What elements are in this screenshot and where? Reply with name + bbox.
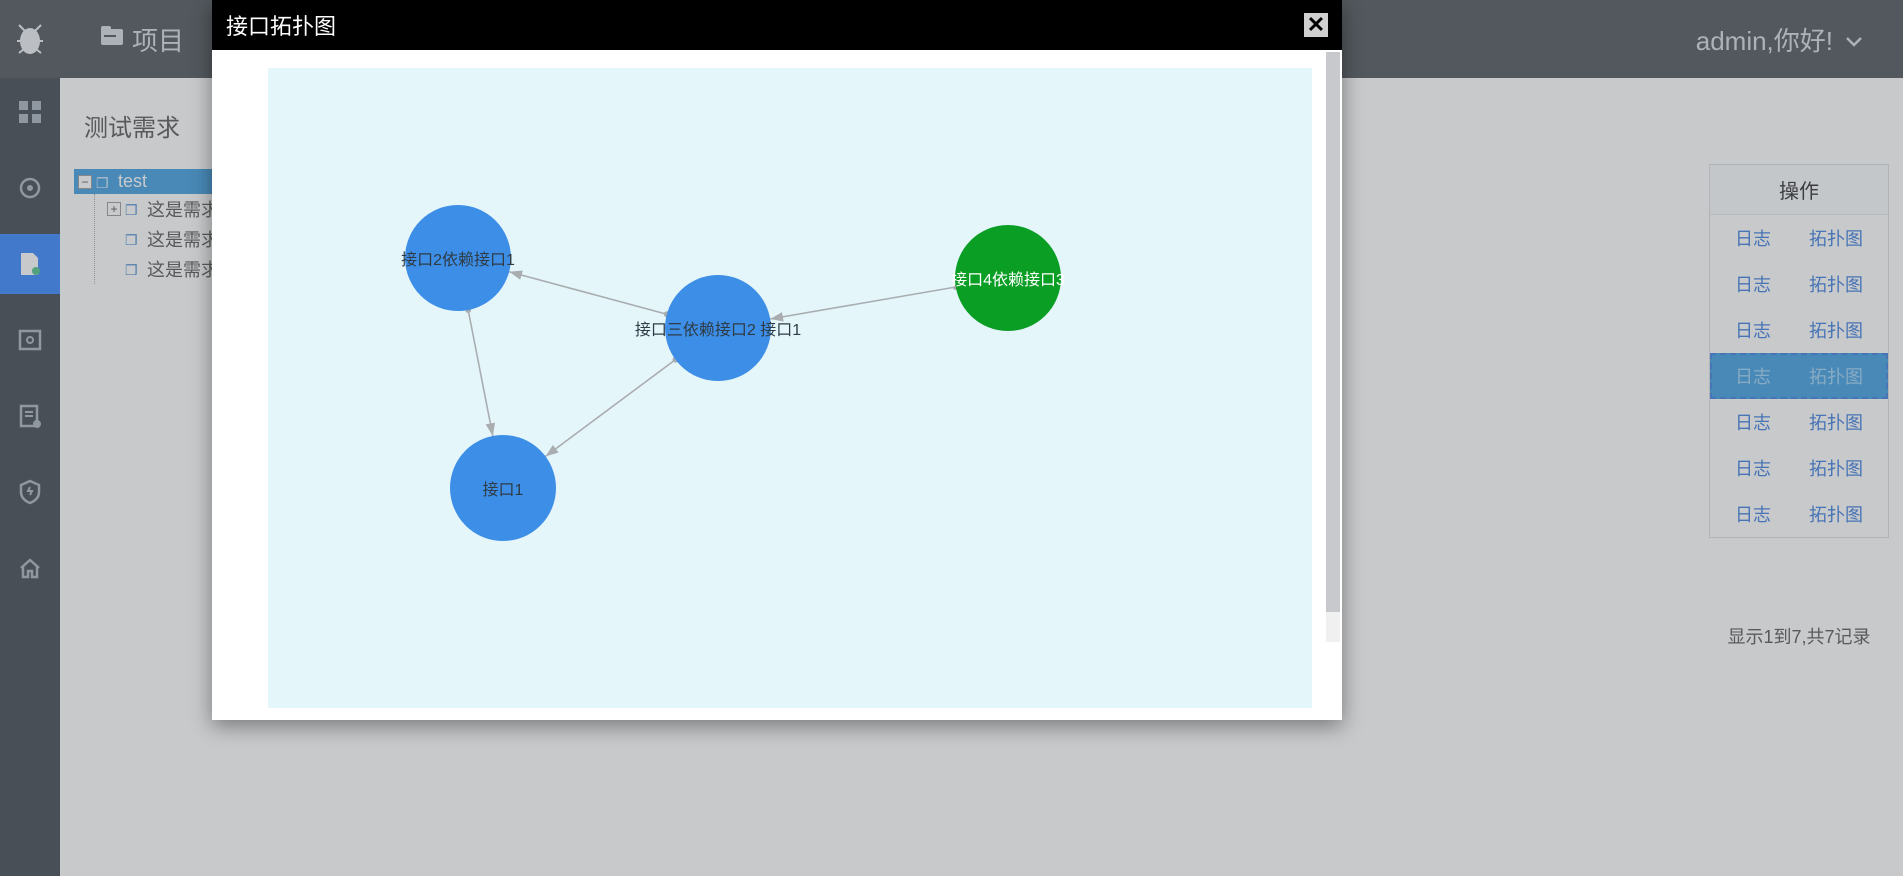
- topology-node-label: 接口4依赖接口3: [951, 266, 1065, 290]
- topology-node-label: 接口1: [483, 476, 524, 500]
- topology-node[interactable]: 接口三依赖接口2 接口1: [665, 275, 771, 381]
- topology-edge: [546, 360, 676, 457]
- topology-edge: [770, 287, 956, 319]
- modal-scrollbar-thumb[interactable]: [1326, 52, 1340, 612]
- modal-body: 接口2依赖接口1 接口三依赖接口2 接口1 接口1 接口4依赖接口3: [212, 50, 1342, 720]
- topology-edge: [468, 310, 493, 436]
- topology-node[interactable]: 接口4依赖接口3: [955, 225, 1061, 331]
- topology-node[interactable]: 接口1: [450, 435, 556, 541]
- topology-modal: 接口拓扑图 ✕ 接口2依赖接口1 接口三依赖接口2 接口1 接口1 接口4依赖接口3: [212, 0, 1342, 720]
- topology-canvas[interactable]: 接口2依赖接口1 接口三依赖接口2 接口1 接口1 接口4依赖接口3: [268, 68, 1312, 708]
- modal-header: 接口拓扑图 ✕: [212, 0, 1342, 50]
- modal-close-button[interactable]: ✕: [1304, 13, 1328, 37]
- topology-node[interactable]: 接口2依赖接口1: [405, 205, 511, 311]
- topology-node-label: 接口三依赖接口2 接口1: [635, 316, 801, 340]
- modal-title: 接口拓扑图: [226, 9, 336, 41]
- topology-node-label: 接口2依赖接口1: [401, 246, 515, 270]
- modal-scrollbar[interactable]: [1326, 52, 1340, 642]
- topology-edge: [509, 272, 667, 314]
